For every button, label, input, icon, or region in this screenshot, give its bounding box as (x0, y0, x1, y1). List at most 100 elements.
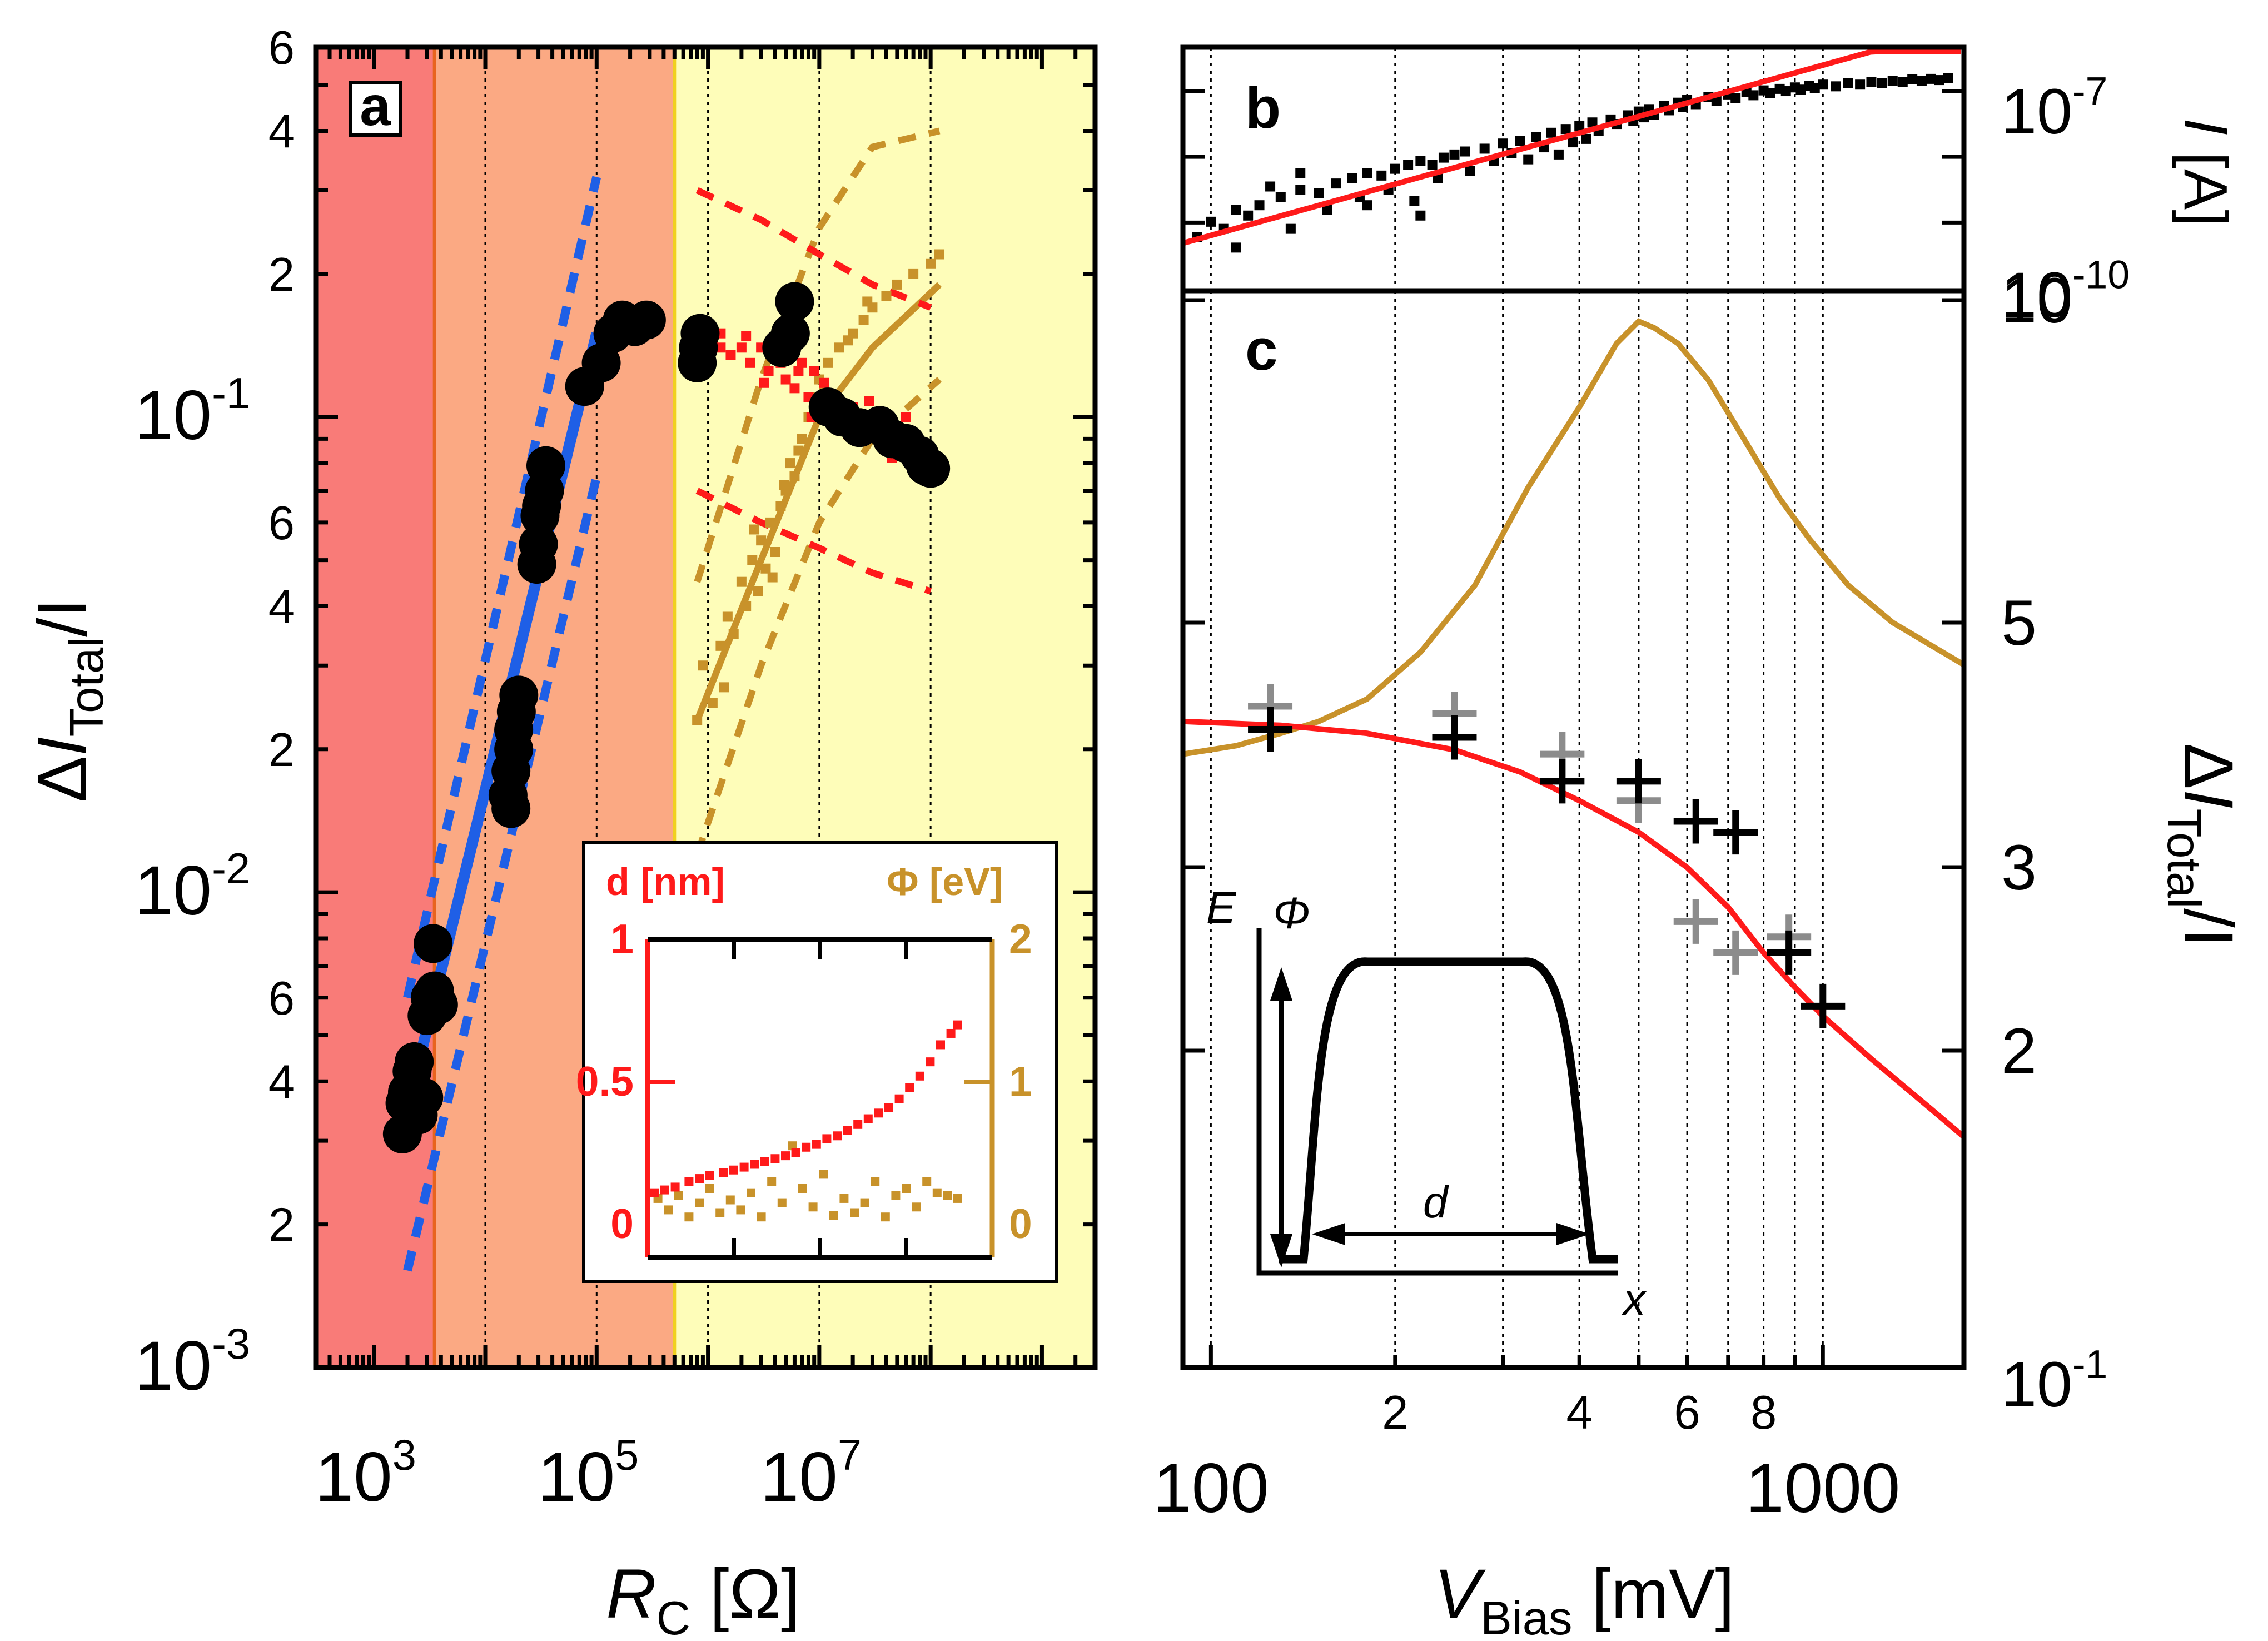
b-point-88 (1415, 210, 1426, 221)
b-point-4 (1243, 210, 1254, 221)
b-point-23 (1531, 132, 1541, 142)
a-ytick-minor-label-3: 2 (268, 724, 295, 777)
c-panel-label: c (1245, 317, 1277, 382)
d-arrow-head-right (1556, 1223, 1590, 1245)
b-point-79 (1809, 83, 1820, 93)
a-ytick-minor-label-2: 6 (268, 972, 295, 1025)
c-black-cross-3 (1616, 759, 1661, 804)
inset-d-point-23 (894, 1094, 904, 1103)
a-tick-labels: 103 105 107 10-3 10-2 10-1 2 4 6 2 4 6 2 4 6 (135, 22, 862, 1516)
inset-right-tick-label-1: 1 (1009, 1058, 1032, 1105)
inset-d-point-18 (843, 1126, 852, 1135)
a-red-point-7 (763, 366, 774, 376)
b-fit-line (1182, 48, 1961, 246)
inset-phi-point-23 (891, 1191, 901, 1200)
a-gold-point-39 (862, 296, 873, 307)
inset-phi-point-17 (829, 1211, 838, 1220)
inset-d-point-29 (953, 1020, 962, 1030)
b-point-74 (1730, 93, 1741, 103)
inset-phi-point-5 (705, 1184, 714, 1193)
svg-text:VBias [mV]: VBias [mV] (1434, 1555, 1734, 1641)
a-gold-point-23 (834, 342, 844, 353)
a-gold-point-22 (823, 357, 833, 368)
inset-d-point-14 (802, 1142, 811, 1152)
inset-d-point-24 (905, 1083, 914, 1092)
inset-right-tick-label-0: 0 (1009, 1200, 1032, 1247)
b-point-46 (1907, 74, 1918, 84)
b-point-51 (1285, 223, 1296, 234)
inset-phi-point-29 (953, 1194, 962, 1203)
b-point-83 (1897, 77, 1908, 87)
inset-phi-point-21 (871, 1177, 880, 1186)
a-red-point-4 (736, 342, 747, 353)
b-point-11 (1362, 168, 1372, 178)
barrier-axes (1256, 928, 1618, 1276)
a-red-point-12 (789, 383, 800, 394)
c-black-cross-6 (1767, 930, 1812, 975)
inset-phi-point-6 (715, 1208, 725, 1217)
b-point-12 (1376, 170, 1387, 181)
a-ytick-minor-label-7: 4 (268, 106, 295, 158)
inset-d-point-26 (926, 1057, 935, 1067)
c-black-cross-4 (1673, 799, 1718, 844)
b-point-20 (1479, 143, 1490, 154)
a-gold-point-30 (926, 258, 936, 269)
a-black-point-20 (519, 525, 558, 564)
inset-phi-point-18 (839, 1194, 849, 1203)
a-red-point-31 (819, 377, 829, 388)
a-red-dashed-upper (695, 187, 932, 311)
inset-d-point-17 (833, 1131, 842, 1141)
b-point-63 (1568, 137, 1578, 148)
phi-arrow-head-bottom (1270, 1234, 1292, 1267)
barrier-e-label: E (1206, 883, 1237, 932)
a-red-point-27 (741, 331, 752, 341)
inset-phi-point-3 (684, 1212, 694, 1222)
a-gold-point-36 (793, 445, 804, 456)
a-gold-point-6 (736, 576, 747, 587)
a-xtick-label-1: 105 (538, 1431, 639, 1516)
inset-d-point-21 (874, 1108, 883, 1118)
a-ytick-minor-label-1: 4 (268, 1056, 295, 1108)
a-ytick-minor-label-4: 4 (268, 580, 295, 633)
inset-d-point-7 (729, 1165, 738, 1175)
b-point-42 (1818, 79, 1828, 90)
c-xtick-minor-label-1: 4 (1566, 1386, 1593, 1439)
b-point-44 (1866, 77, 1877, 87)
inset-d-point-13 (791, 1148, 800, 1157)
b-point-87 (1362, 200, 1372, 211)
b-point-24 (1546, 127, 1556, 138)
a-gold-point-5 (728, 628, 739, 639)
a-red-point-28 (759, 377, 769, 388)
a-inset: d [nm] Φ [eV] 0 0.5 1 0 1 2 (576, 841, 1058, 1283)
b-panel-label: b (1245, 76, 1281, 141)
a-xtick-label-2: 107 (760, 1431, 862, 1516)
inset-phi-point-9 (747, 1188, 755, 1197)
inset-d-point-6 (719, 1168, 728, 1177)
a-region-0 (316, 47, 435, 1368)
c-ytick-label-0: 10 (2001, 265, 2072, 336)
c-black-cross-1 (1432, 715, 1477, 760)
inset-phi-point-7 (725, 1195, 735, 1205)
b-point-14 (1403, 160, 1414, 170)
b-point-17 (1438, 152, 1449, 163)
b-point-6 (1275, 192, 1286, 202)
c-black-crosses (1248, 707, 1846, 1028)
b-point-82 (1877, 78, 1887, 88)
a-gold-point-10 (756, 535, 767, 546)
inset-phi-point-13 (788, 1141, 797, 1151)
a-black-point-18 (499, 675, 539, 715)
b-point-13 (1390, 163, 1400, 174)
inset-d-point-15 (812, 1140, 821, 1149)
inset-d-point-8 (739, 1162, 749, 1172)
b-point-60 (1523, 154, 1534, 165)
a-black-point-26 (581, 343, 621, 382)
inset-phi-point-20 (860, 1198, 869, 1207)
a-gold-point-12 (765, 517, 775, 528)
b-point-62 (1553, 149, 1564, 160)
a-gold-dashed-upper (694, 127, 941, 583)
c-xtick-minor-label-3: 8 (1750, 1386, 1777, 1439)
b-point-19 (1460, 146, 1470, 157)
inset-phi-point-16 (819, 1170, 828, 1179)
inset-d-point-19 (853, 1120, 863, 1129)
a-gold-point-17 (789, 471, 800, 482)
